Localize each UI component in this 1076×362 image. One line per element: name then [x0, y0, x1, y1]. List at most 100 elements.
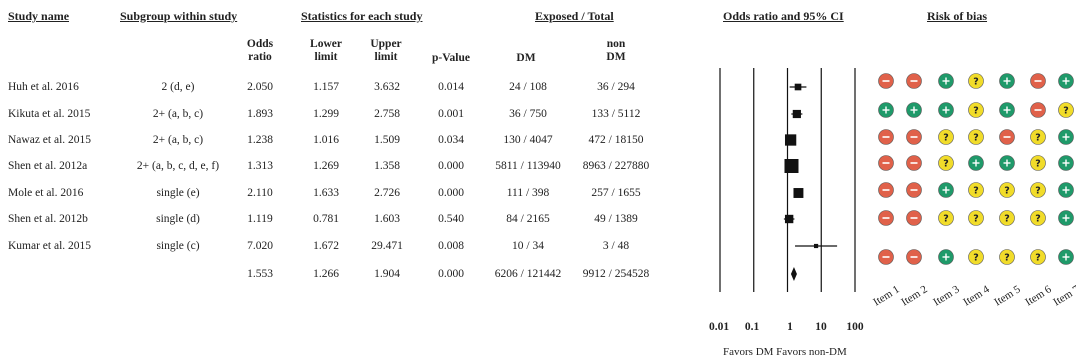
subheader-p-value: p-Value	[432, 52, 470, 64]
nondm-count: 3 / 48	[602, 240, 630, 252]
p-value: 0.001	[438, 108, 464, 120]
risk-circle	[1030, 182, 1046, 198]
study-name: Kikuta et al. 2015	[8, 108, 91, 120]
subgroup: 2+ (a, b, c)	[152, 134, 204, 146]
subgroup: 2+ (a, b, c)	[152, 108, 204, 120]
dm-count: 84 / 2165	[506, 213, 550, 225]
risk-unclear-icon: ?	[1030, 155, 1046, 171]
risk-circle	[999, 182, 1015, 198]
question-icon: ?	[1035, 253, 1041, 264]
axis-tick-label: 0.1	[744, 321, 760, 333]
subgroup: 2+ (a, b, c, d, e, f)	[136, 160, 220, 172]
subgroup: 2 (d, e)	[161, 81, 195, 93]
subheader-odds-ratio: Odds ratio	[246, 38, 274, 63]
risk-circle	[1030, 155, 1046, 171]
risk-low-icon	[938, 249, 954, 265]
nondm-count: 36 / 294	[597, 81, 635, 93]
header-or-ci: Odds ratio and 95% CI	[723, 9, 844, 23]
risk-unclear-icon: ?	[999, 210, 1015, 226]
risk-high-icon	[1030, 102, 1046, 118]
risk-item-label: Item 7	[1051, 283, 1076, 308]
risk-unclear-icon: ?	[1058, 102, 1074, 118]
question-icon: ?	[943, 214, 949, 225]
risk-unclear-icon: ?	[968, 129, 984, 145]
p-value: 0.008	[438, 240, 464, 252]
risk-high-icon	[906, 129, 922, 145]
risk-low-icon	[1058, 155, 1074, 171]
risk-low-icon	[1058, 129, 1074, 145]
study-name: Kumar et al. 2015	[8, 240, 92, 252]
risk-circle	[968, 73, 984, 89]
risk-low-icon	[999, 73, 1015, 89]
study-name: Shen et al. 2012b	[8, 213, 88, 225]
subheader-upper-limit: Upper limit	[370, 38, 402, 63]
lower-limit: 0.781	[313, 213, 339, 225]
risk-circle	[1030, 210, 1046, 226]
risk-unclear-icon: ?	[1030, 182, 1046, 198]
risk-item-label: Item 1	[871, 283, 901, 308]
header-risk-of-bias: Risk of bias	[927, 9, 988, 23]
risk-high-icon	[906, 210, 922, 226]
question-icon: ?	[973, 186, 979, 197]
risk-unclear-icon: ?	[968, 73, 984, 89]
lower-limit: 1.269	[313, 160, 339, 172]
subheader-lower-limit: Lower limit	[310, 38, 342, 63]
upper-limit: 2.758	[374, 108, 400, 120]
risk-circle	[968, 102, 984, 118]
subgroup: single (c)	[156, 240, 200, 252]
question-icon: ?	[1063, 106, 1069, 117]
question-icon: ?	[943, 133, 949, 144]
pooled-p-value: 0.000	[438, 268, 464, 280]
lower-limit: 1.299	[313, 108, 339, 120]
odds-ratio: 1.238	[247, 134, 273, 146]
risk-circle	[1030, 249, 1046, 265]
axis-tick-label: 10	[815, 321, 827, 333]
subheader-non-dm: non DM	[606, 38, 626, 63]
risk-circle	[999, 249, 1015, 265]
axis-tick-label: 0.01	[708, 321, 730, 333]
risk-circle	[938, 129, 954, 145]
risk-high-icon	[878, 155, 894, 171]
lower-limit: 1.016	[313, 134, 339, 146]
header-exposed-total: Exposed / Total	[535, 9, 614, 23]
risk-high-icon	[1030, 73, 1046, 89]
risk-item-label: Item 2	[899, 283, 929, 308]
risk-unclear-icon: ?	[968, 210, 984, 226]
axis-caption: Favors DM Favors non-DM	[723, 346, 847, 358]
risk-circle	[1058, 102, 1074, 118]
risk-low-icon	[906, 102, 922, 118]
risk-circle	[938, 155, 954, 171]
risk-high-icon	[906, 73, 922, 89]
question-icon: ?	[1035, 133, 1041, 144]
p-value: 0.000	[438, 187, 464, 199]
header-subgroup: Subgroup within study	[120, 9, 238, 23]
upper-limit: 29.471	[371, 240, 403, 252]
odds-ratio: 2.110	[247, 187, 273, 199]
dm-count: 5811 / 113940	[495, 160, 561, 172]
question-icon: ?	[973, 133, 979, 144]
or-marker	[792, 109, 801, 119]
risk-low-icon	[878, 102, 894, 118]
question-icon: ?	[1035, 214, 1041, 225]
pooled-nondm-count: 9912 / 254528	[582, 268, 650, 280]
risk-high-icon	[999, 129, 1015, 145]
subgroup: single (e)	[156, 187, 200, 199]
odds-ratio: 1.313	[247, 160, 273, 172]
or-marker	[793, 188, 804, 198]
risk-low-icon	[938, 182, 954, 198]
nondm-count: 49 / 1389	[594, 213, 638, 225]
lower-limit: 1.672	[313, 240, 339, 252]
risk-low-icon	[1058, 73, 1074, 89]
or-marker	[784, 134, 797, 146]
axis-tick-label: 100	[846, 321, 864, 333]
question-icon: ?	[973, 253, 979, 264]
pooled-lower-limit: 1.266	[313, 268, 339, 280]
question-icon: ?	[1004, 214, 1010, 225]
risk-low-icon	[938, 102, 954, 118]
risk-low-icon	[1058, 182, 1074, 198]
upper-limit: 1.358	[374, 160, 400, 172]
p-value: 0.540	[438, 213, 464, 225]
risk-circle	[968, 182, 984, 198]
nondm-count: 472 / 18150	[588, 134, 644, 146]
question-icon: ?	[1035, 186, 1041, 197]
